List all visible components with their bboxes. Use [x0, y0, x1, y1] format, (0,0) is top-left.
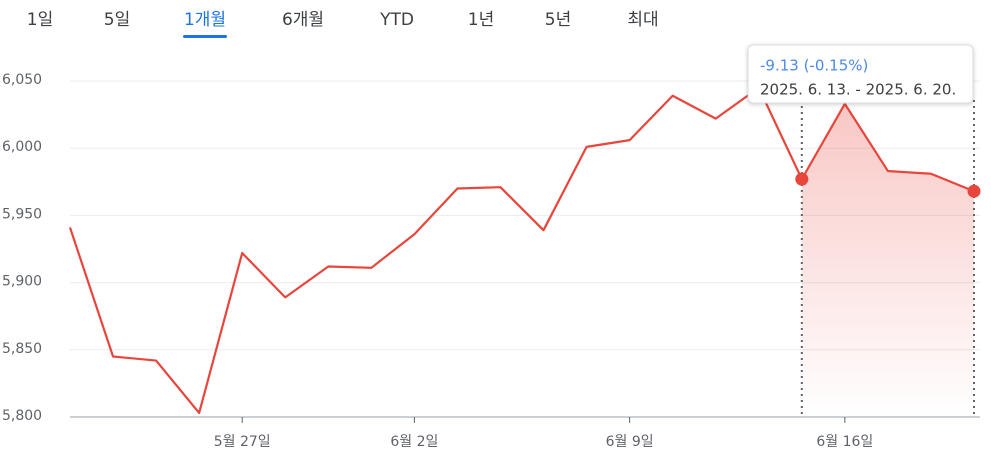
y-tick-label: 6,000	[2, 139, 42, 155]
y-tick-label: 5,850	[2, 341, 42, 357]
range-tab[interactable]: 최대	[627, 10, 658, 30]
x-tick-label: 5월 27일	[214, 434, 271, 450]
x-tick-label: 6월 16일	[816, 434, 873, 450]
x-tick-label: 6월 2일	[390, 434, 438, 450]
tab-underline	[183, 35, 227, 38]
y-tick-label: 5,950	[2, 206, 42, 222]
selection-point	[967, 184, 981, 198]
tooltip-box	[747, 44, 974, 104]
range-tab[interactable]: 6개월	[282, 10, 324, 30]
selection-area	[801, 103, 974, 418]
tooltip-range: 2025. 6. 13. - 2025. 6. 20.	[760, 81, 956, 99]
range-tab[interactable]: YTD	[379, 10, 414, 30]
x-tick-label: 6월 9일	[606, 434, 654, 450]
tooltip-change: -9.13 (-0.15%)	[760, 57, 868, 75]
range-tab[interactable]: 5년	[545, 10, 571, 30]
price-line	[68, 86, 975, 415]
selection-point	[795, 172, 809, 186]
range-tab[interactable]: 1개월	[184, 10, 226, 30]
range-tab[interactable]: 1일	[27, 10, 53, 30]
range-tab[interactable]: 5일	[104, 10, 130, 30]
range-tab[interactable]: 1년	[468, 10, 494, 30]
y-tick-label: 5,800	[2, 408, 42, 424]
y-tick-label: 5,900	[2, 274, 42, 290]
y-tick-label: 6,050	[2, 72, 42, 88]
